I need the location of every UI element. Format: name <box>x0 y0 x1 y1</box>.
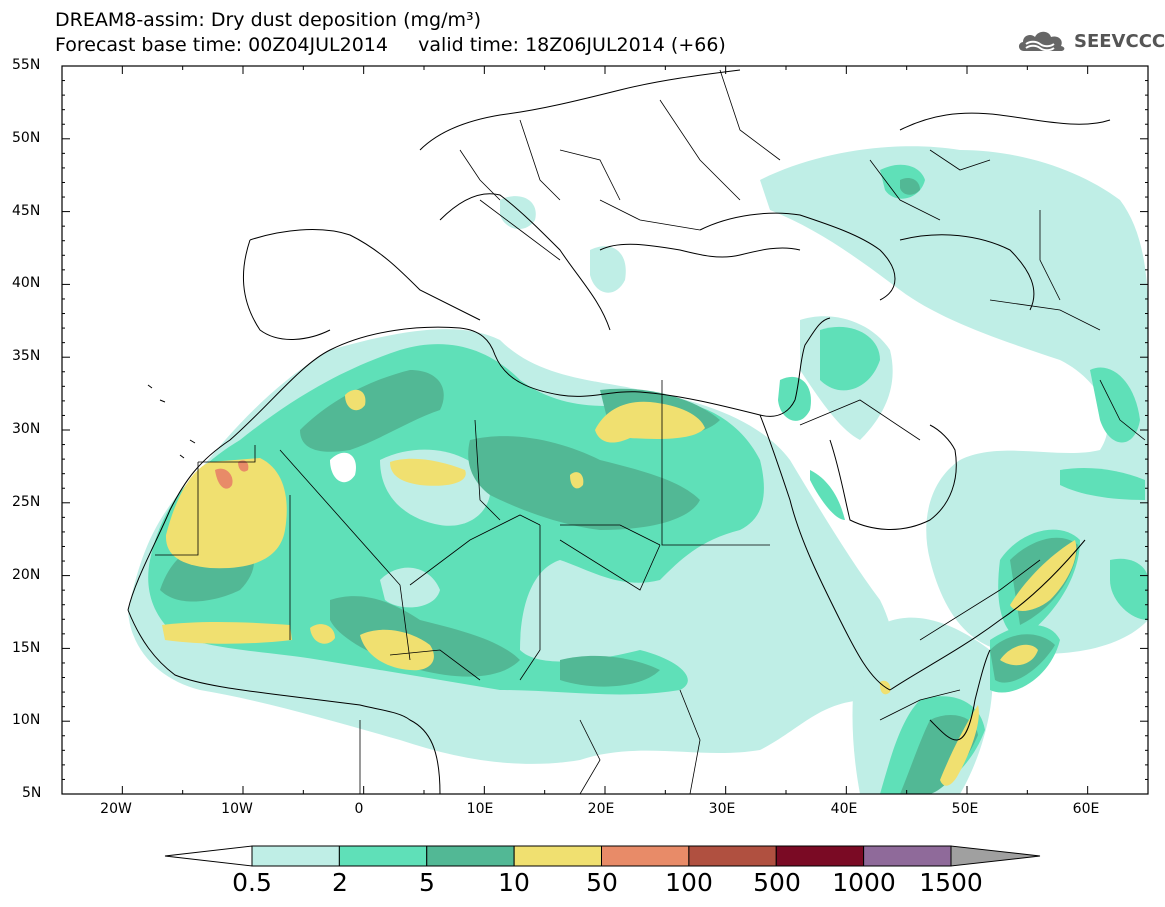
lon-label: 20W <box>100 801 132 817</box>
colorbar <box>164 845 1041 867</box>
colorbar-label: 0.5 <box>232 868 272 897</box>
logo-text: SEEVCCC <box>1074 30 1165 52</box>
country-borders <box>155 69 1146 794</box>
colorbar-label: 500 <box>753 868 801 897</box>
colorbar-swatch <box>863 845 952 867</box>
colorbar-swatch <box>338 845 428 867</box>
lat-label: 55N <box>12 57 41 73</box>
colorbar-label: 10 <box>498 868 530 897</box>
colorbar-swatch <box>601 845 690 867</box>
colorbar-label: 5 <box>419 868 435 897</box>
lat-label: 20N <box>12 567 41 583</box>
lat-label: 40N <box>12 275 41 291</box>
colorbar-swatch <box>513 845 602 867</box>
colorbar-swatch <box>688 845 777 867</box>
colorbar-label: 1000 <box>832 868 896 897</box>
colorbar-swatch <box>251 845 340 867</box>
colorbar-swatch <box>426 845 515 867</box>
lat-label: 50N <box>12 130 41 146</box>
cloud-icon <box>1018 31 1065 52</box>
lat-label: 30N <box>12 421 41 437</box>
lat-label: 35N <box>12 348 41 364</box>
lon-label: 0 <box>354 801 364 817</box>
dust-field <box>128 146 1148 794</box>
lon-label: 40E <box>830 801 858 817</box>
seevccc-logo: SEEVCCC <box>1016 26 1165 56</box>
colorbar-label: 1500 <box>919 868 983 897</box>
colorbar-under-arrow <box>164 845 253 867</box>
lat-label: 45N <box>12 203 41 219</box>
colorbar-over-arrow <box>950 845 1041 867</box>
colorbar-label: 2 <box>332 868 348 897</box>
lon-label: 30E <box>708 801 736 817</box>
lat-label: 15N <box>12 640 41 656</box>
lon-label: 60E <box>1072 801 1100 817</box>
map-title: DREAM8-assim: Dry dust deposition (mg/m³… <box>55 9 482 31</box>
forecast-time-line: Forecast base time: 00Z04JUL2014 valid t… <box>55 34 726 56</box>
lon-label: 10E <box>466 801 494 817</box>
lon-label: 10W <box>221 801 253 817</box>
axis-ticks <box>61 65 1149 795</box>
lat-label: 10N <box>12 712 41 728</box>
lat-label: 25N <box>12 494 41 510</box>
lon-label: 50E <box>951 801 979 817</box>
lat-label: 5N <box>22 785 42 801</box>
level-10-area <box>162 389 1077 786</box>
colorbar-label: 50 <box>586 868 618 897</box>
coastlines <box>127 69 1111 794</box>
colorbar-swatch <box>775 845 865 867</box>
level-50-area <box>215 460 249 489</box>
lon-label: 20E <box>587 801 615 817</box>
colorbar-label: 100 <box>665 868 713 897</box>
